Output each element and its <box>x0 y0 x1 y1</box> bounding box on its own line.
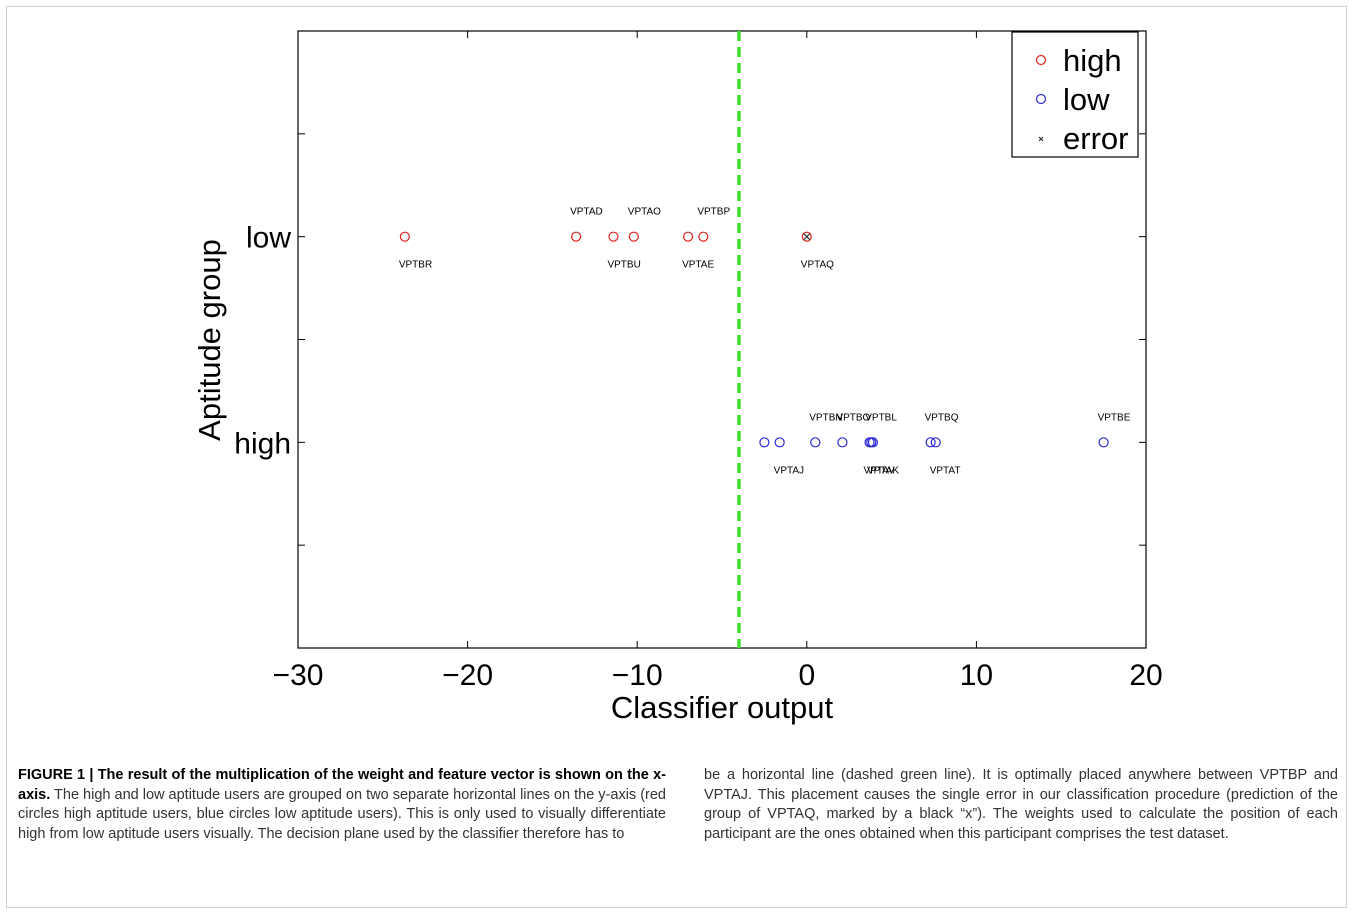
y-tick-label: low <box>246 222 291 255</box>
figure-caption: FIGURE 1 | The result of the multiplicat… <box>18 766 1338 844</box>
x-tick-labels: −30 −20 −10 0 10 20 <box>273 659 1163 692</box>
legend-box <box>1011 31 1139 158</box>
point-label: VPTAK <box>867 465 899 476</box>
point-label: VPTAJ <box>774 465 804 476</box>
legend: high low error <box>1011 31 1139 158</box>
axis-ticks <box>297 31 1147 648</box>
low-point <box>810 437 821 448</box>
error-marker <box>803 233 811 241</box>
low-point <box>1098 437 1109 448</box>
y-tick-labels: low high <box>234 222 291 461</box>
y-axis-label: Aptitude group <box>192 239 227 441</box>
low-point <box>759 437 770 448</box>
point-labels: VPTBR VPTAD VPTBU VPTAO VPTAE VPTBP VPTAQ VPTAJ… <box>399 207 1131 477</box>
high-point <box>682 231 694 242</box>
x-axis-label: Classifier output <box>611 690 834 725</box>
caption-text-right: be a horizontal line (dashed green line)… <box>704 767 1338 842</box>
x-tick-label: −10 <box>612 659 663 692</box>
low-point <box>867 437 879 448</box>
legend-high-marker <box>1035 54 1047 66</box>
high-point <box>608 231 619 242</box>
low-point <box>930 437 941 448</box>
high-point <box>399 231 410 242</box>
point-label: VPTBE <box>1098 412 1131 423</box>
legend-low-marker <box>1035 93 1047 105</box>
y-tick-label: high <box>234 427 291 460</box>
legend-error-marker <box>1038 136 1044 142</box>
x-tick-label: −30 <box>273 659 324 692</box>
high-point <box>801 231 812 242</box>
x-tick-label: 0 <box>798 659 815 692</box>
point-label: VPTAO <box>628 207 661 218</box>
point-label: VPTBQ <box>925 412 959 423</box>
point-label: VPTBP <box>697 207 730 218</box>
caption-text-left: The high and low aptitude users are grou… <box>18 786 666 842</box>
x-tick-label: 20 <box>1129 659 1162 692</box>
point-label: VPTAT <box>930 465 961 476</box>
data-points <box>399 231 1109 448</box>
caption-title: FIGURE 1 | The result of the multiplicat… <box>18 767 666 803</box>
low-point <box>837 437 848 448</box>
point-label: VPTAD <box>570 207 603 218</box>
error-marker-stroke <box>803 233 811 241</box>
point-label: VPTBO <box>836 412 870 423</box>
point-label: VPTAE <box>682 260 714 271</box>
low-point <box>774 437 785 448</box>
legend-high-label: high <box>1063 43 1122 78</box>
high-point <box>698 231 709 242</box>
low-point <box>925 437 936 448</box>
point-label: VPTAQ <box>801 260 834 271</box>
caption-left-column: FIGURE 1 | The result of the multiplicat… <box>18 766 666 844</box>
point-label: VPTBR <box>399 260 432 271</box>
point-label: VPTBN <box>809 412 842 423</box>
legend-error-label: error <box>1063 121 1128 156</box>
point-label: VPTBL <box>865 412 897 423</box>
high-point <box>628 231 639 242</box>
x-tick-label: −20 <box>442 659 493 692</box>
point-label: VPTBU <box>607 260 640 271</box>
caption-right-column: be a horizontal line (dashed green line)… <box>704 766 1338 844</box>
point-label: VPTAV <box>864 465 896 476</box>
high-point <box>571 231 582 242</box>
figure-frame <box>6 6 1347 908</box>
x-tick-label: 10 <box>960 659 993 692</box>
legend-low-label: low <box>1063 82 1110 117</box>
